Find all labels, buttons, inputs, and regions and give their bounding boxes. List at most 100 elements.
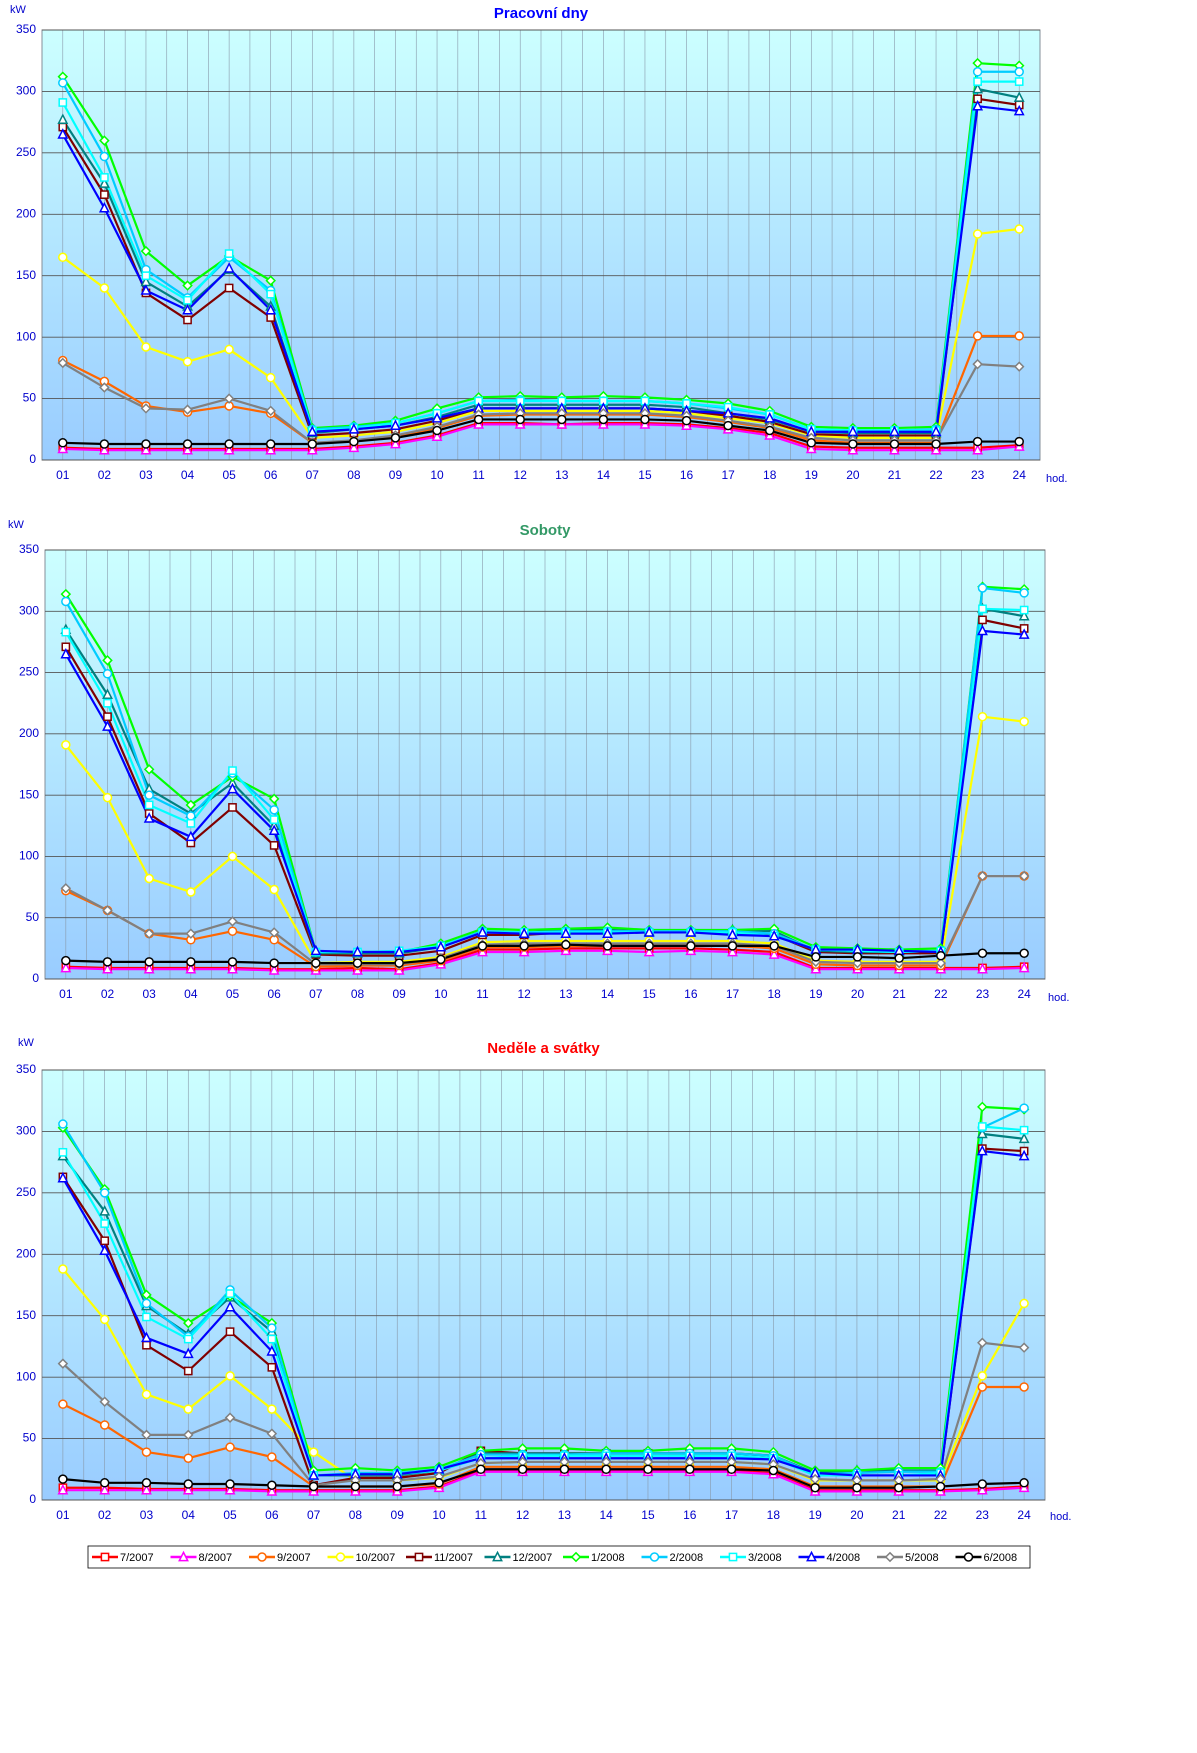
data-point xyxy=(268,793,280,805)
data-point xyxy=(1018,961,1030,973)
x-tick-label: 10 xyxy=(430,468,444,482)
data-point xyxy=(936,950,946,961)
data-point xyxy=(58,1147,68,1157)
x-tick-label: 12 xyxy=(517,987,531,1001)
data-point xyxy=(265,275,276,286)
data-point xyxy=(1019,1478,1029,1488)
data-point xyxy=(349,436,359,447)
y-tick-label: 300 xyxy=(19,603,39,617)
series-line xyxy=(65,943,1025,965)
y-tick-label: 50 xyxy=(26,910,40,924)
x-tick-label: 05 xyxy=(226,987,240,1001)
x-tick-label: 20 xyxy=(850,1508,864,1522)
x-tick-label: 12 xyxy=(516,1508,530,1522)
x-tick-label: 04 xyxy=(182,1508,196,1522)
data-point xyxy=(1018,628,1030,639)
legend-marker xyxy=(963,1552,974,1562)
chart-title: Soboty xyxy=(520,522,571,539)
y-tick-label: 250 xyxy=(19,665,39,679)
data-point xyxy=(99,151,110,162)
x-tick-label: 18 xyxy=(763,468,777,482)
data-point xyxy=(1014,224,1024,234)
data-point xyxy=(394,958,404,968)
series-line xyxy=(61,1149,1025,1477)
data-point xyxy=(228,766,237,775)
x-tick-label: 16 xyxy=(683,1508,697,1522)
data-point xyxy=(58,252,68,263)
data-point xyxy=(182,356,193,367)
y-tick-label: 200 xyxy=(16,1246,36,1260)
data-point xyxy=(267,1404,277,1414)
data-point xyxy=(265,372,276,383)
chart-title: Pracovní dny xyxy=(494,5,589,22)
data-point xyxy=(972,99,984,111)
data-point xyxy=(102,720,113,731)
data-point xyxy=(348,441,360,453)
x-tick-label: 19 xyxy=(805,468,819,482)
x-tick-label: 15 xyxy=(642,987,656,1001)
series-line xyxy=(62,1385,1025,1488)
data-point xyxy=(269,815,279,825)
data-point xyxy=(352,958,363,968)
data-point xyxy=(266,1485,278,1496)
data-point xyxy=(390,433,401,443)
data-point xyxy=(519,941,529,951)
data-point xyxy=(432,425,442,436)
data-point xyxy=(267,1362,277,1372)
data-point xyxy=(976,1483,988,1495)
legend-label: 1/2008 xyxy=(591,1552,625,1564)
legend-marker xyxy=(492,1550,503,1562)
x-tick-label: 04 xyxy=(181,468,195,482)
data-point xyxy=(434,1478,444,1488)
x-tick-label: 19 xyxy=(808,1508,822,1522)
data-point xyxy=(350,1481,361,1492)
data-point xyxy=(727,945,738,957)
data-point xyxy=(977,711,988,722)
data-point xyxy=(976,1144,988,1156)
data-point xyxy=(183,1453,194,1463)
x-tick-label: 23 xyxy=(971,468,985,482)
series-line xyxy=(61,80,1020,432)
data-point xyxy=(100,190,109,199)
data-point xyxy=(640,414,650,425)
data-point xyxy=(144,800,154,810)
legend-label: 5/2008 xyxy=(905,1552,939,1564)
x-tick-label: 05 xyxy=(222,468,236,482)
data-point xyxy=(310,944,322,956)
data-point xyxy=(977,870,988,882)
legend-marker xyxy=(335,1552,346,1562)
x-axis-label: hod. xyxy=(1046,473,1067,485)
data-point xyxy=(644,941,654,951)
data-point xyxy=(805,442,817,454)
legend-marker xyxy=(100,1552,110,1562)
series-line xyxy=(64,715,1025,965)
data-point xyxy=(265,303,277,315)
x-axis-label: hod. xyxy=(1048,992,1069,1004)
data-point xyxy=(224,283,234,293)
data-point xyxy=(723,420,733,431)
x-tick-label: 20 xyxy=(851,987,865,1001)
series-line xyxy=(61,1107,1025,1477)
data-point xyxy=(57,1171,69,1183)
data-point xyxy=(227,782,238,794)
x-tick-label: 13 xyxy=(558,1508,572,1522)
data-point xyxy=(308,1481,319,1492)
data-point xyxy=(103,712,112,722)
data-point xyxy=(58,1264,68,1274)
data-point xyxy=(57,128,69,139)
data-point xyxy=(224,249,234,258)
data-point xyxy=(972,358,983,370)
data-point xyxy=(930,443,942,455)
data-point xyxy=(185,928,197,939)
legend-marker xyxy=(649,1552,660,1562)
data-point xyxy=(186,887,196,897)
x-tick-label: 03 xyxy=(140,1508,154,1522)
data-point xyxy=(889,439,900,449)
data-point xyxy=(183,1334,193,1344)
series-line xyxy=(62,1341,1025,1487)
y-tick-label: 0 xyxy=(29,1492,36,1506)
data-point xyxy=(977,583,988,593)
data-point xyxy=(228,803,237,812)
x-tick-label: 10 xyxy=(432,1508,446,1522)
data-point xyxy=(1014,77,1024,86)
